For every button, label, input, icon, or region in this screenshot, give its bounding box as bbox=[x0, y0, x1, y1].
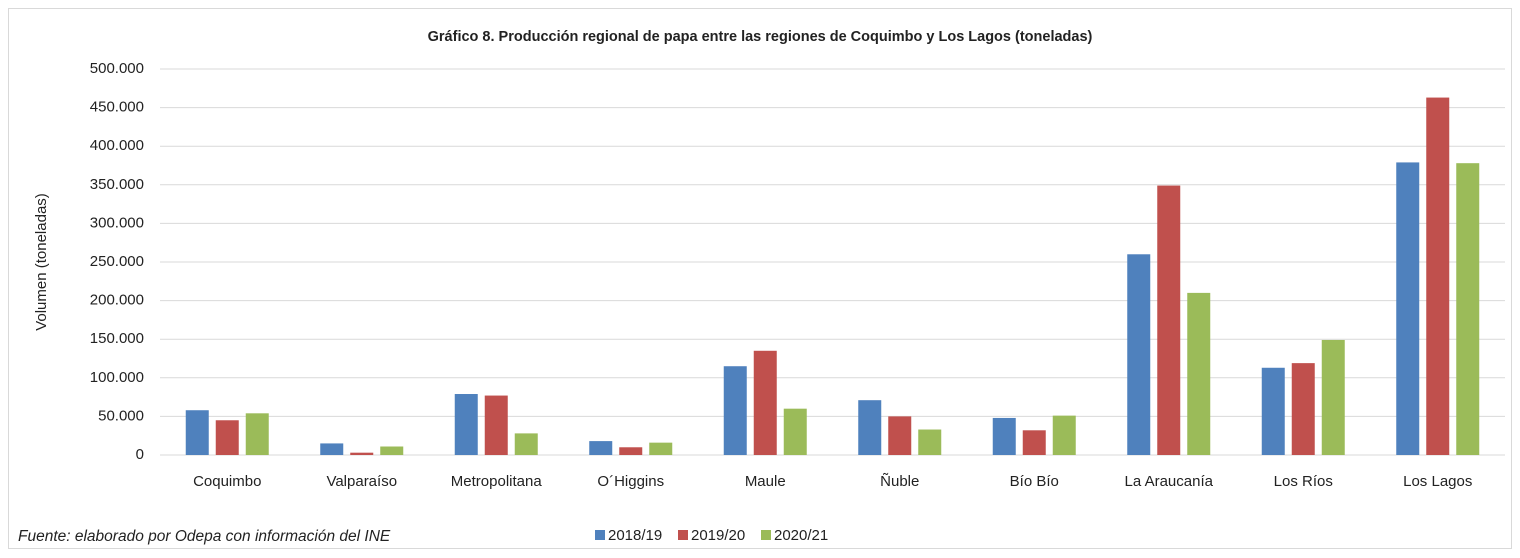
x-tick-label: Maule bbox=[745, 473, 786, 490]
legend-swatch bbox=[678, 530, 688, 540]
bar bbox=[649, 442, 673, 455]
bar bbox=[858, 400, 882, 455]
y-tick-label: 300.000 bbox=[90, 214, 144, 231]
bar bbox=[454, 394, 478, 455]
bar bbox=[1426, 97, 1450, 456]
bar bbox=[484, 395, 508, 455]
bar bbox=[245, 413, 269, 455]
x-tick-label: Valparaíso bbox=[326, 473, 397, 490]
x-tick-label: Metropolitana bbox=[451, 473, 543, 490]
bar bbox=[514, 433, 538, 455]
x-tick-label: Los Lagos bbox=[1403, 473, 1472, 490]
chart-border bbox=[8, 8, 1512, 549]
x-tick-label: Los Ríos bbox=[1274, 473, 1333, 490]
y-tick-label: 200.000 bbox=[90, 292, 144, 309]
x-tick-label: Ñuble bbox=[880, 473, 919, 490]
y-tick-label: 250.000 bbox=[90, 253, 144, 270]
bar bbox=[1291, 363, 1315, 455]
bar bbox=[1261, 367, 1285, 455]
bar bbox=[1022, 430, 1046, 455]
bar bbox=[918, 429, 942, 455]
y-tick-label: 400.000 bbox=[90, 137, 144, 154]
bar bbox=[1321, 339, 1345, 455]
bar bbox=[320, 443, 344, 455]
bar bbox=[1396, 162, 1420, 456]
y-tick-label: 500.000 bbox=[90, 60, 144, 77]
bar bbox=[888, 416, 912, 455]
y-axis-label: Volumen (toneladas) bbox=[33, 193, 50, 331]
x-tick-label: La Araucanía bbox=[1125, 473, 1214, 490]
bar bbox=[1187, 292, 1211, 455]
y-tick-label: 350.000 bbox=[90, 176, 144, 193]
y-tick-label: 0 bbox=[136, 446, 144, 463]
bar bbox=[1157, 185, 1181, 455]
bar bbox=[215, 420, 239, 455]
bar bbox=[723, 366, 747, 455]
legend-label: 2019/20 bbox=[691, 527, 745, 544]
x-tick-label: O´Higgins bbox=[597, 473, 664, 490]
y-tick-label: 150.000 bbox=[90, 330, 144, 347]
bar bbox=[992, 417, 1016, 455]
legend-swatch bbox=[761, 530, 771, 540]
x-tick-label: Coquimbo bbox=[193, 473, 261, 490]
bar bbox=[1127, 254, 1151, 455]
bar bbox=[350, 452, 374, 455]
bar bbox=[1456, 163, 1480, 455]
bar bbox=[619, 447, 643, 455]
legend-label: 2018/19 bbox=[608, 527, 662, 544]
y-tick-label: 450.000 bbox=[90, 99, 144, 116]
source-note: Fuente: elaborado por Odepa con informac… bbox=[18, 528, 391, 545]
bar bbox=[380, 446, 404, 455]
bar bbox=[783, 408, 807, 455]
x-tick-label: Bío Bío bbox=[1010, 473, 1059, 490]
bar bbox=[589, 441, 613, 455]
bar bbox=[185, 410, 209, 455]
y-tick-label: 50.000 bbox=[98, 407, 144, 424]
bar bbox=[1052, 415, 1076, 455]
bar bbox=[753, 350, 777, 455]
legend-swatch bbox=[595, 530, 605, 540]
legend-label: 2020/21 bbox=[774, 527, 828, 544]
chart-title: Gráfico 8. Producción regional de papa e… bbox=[428, 29, 1093, 45]
y-tick-label: 100.000 bbox=[90, 369, 144, 386]
